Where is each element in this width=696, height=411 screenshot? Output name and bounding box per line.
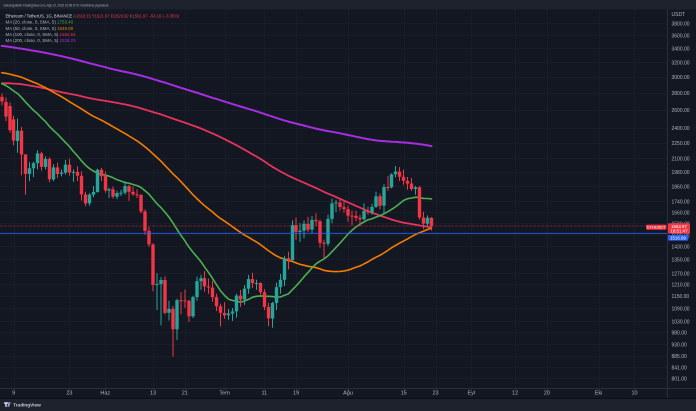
svg-text:23: 23 [432, 391, 438, 397]
svg-text:11: 11 [262, 391, 268, 397]
svg-text:TradingView: TradingView [13, 403, 41, 408]
svg-text:19: 19 [293, 391, 299, 397]
svg-text:2100.00: 2100.00 [672, 157, 690, 163]
svg-text:1563.97: 1563.97 [671, 224, 687, 229]
svg-text:serkangultekin TradingView.com: serkangultekin TradingView.com, Ağu 22, … [4, 4, 109, 8]
svg-text:USDT: USDT [672, 12, 686, 18]
svg-text:2250.00: 2250.00 [672, 141, 690, 147]
svg-text:1350.00: 1350.00 [672, 258, 690, 264]
svg-text:20: 20 [544, 391, 550, 397]
svg-text:12: 12 [512, 391, 518, 397]
svg-text:15: 15 [401, 391, 407, 397]
svg-text:10: 10 [631, 391, 637, 397]
svg-text:MA (50, close, 0, SMA, 5) 1549: MA (50, close, 0, SMA, 5) 1549.09 [6, 26, 74, 31]
svg-text:Ağu: Ağu [343, 391, 353, 397]
svg-text:885.00: 885.00 [672, 354, 688, 360]
svg-text:1210.00: 1210.00 [672, 283, 690, 289]
svg-text:980.00: 980.00 [672, 331, 688, 337]
svg-text:MA (200, close, 0, SMA, 5) 222: MA (200, close, 0, SMA, 5) 2226.23 [6, 38, 77, 43]
svg-text:1430.00: 1430.00 [672, 244, 690, 250]
svg-text:1980.00: 1980.00 [672, 170, 690, 176]
svg-text:1516.99: 1516.99 [670, 236, 686, 241]
svg-text:801.00: 801.00 [672, 377, 688, 383]
svg-text:1030.00: 1030.00 [672, 319, 690, 325]
svg-text:2600.00: 2600.00 [672, 108, 690, 114]
svg-text:3400.00: 3400.00 [672, 47, 690, 53]
svg-text:Eki: Eki [595, 391, 603, 397]
svg-text:Tem: Tem [219, 391, 230, 397]
svg-text:1090.00: 1090.00 [672, 306, 690, 312]
svg-text:ETHUSDT: ETHUSDT [647, 225, 666, 230]
svg-text:Haz: Haz [100, 391, 110, 397]
svg-text:1150.00: 1150.00 [672, 294, 690, 300]
svg-text:2800.00: 2800.00 [672, 91, 690, 97]
svg-text:23: 23 [66, 391, 72, 397]
svg-text:930.00: 930.00 [672, 343, 688, 349]
svg-text:1860.00: 1860.00 [672, 184, 690, 190]
svg-text:MA (100, close, 0, SMA, 5) 155: MA (100, close, 0, SMA, 5) 1552.64 [6, 32, 77, 37]
svg-text:841.00: 841.00 [672, 366, 688, 372]
svg-text:3600.00: 3600.00 [672, 34, 690, 40]
svg-text:MA (20, close, 0, SMA, 5) 1753: MA (20, close, 0, SMA, 5) 1753.40 [6, 20, 74, 25]
svg-text:21: 21 [182, 391, 188, 397]
svg-text:Eyl: Eyl [467, 391, 475, 397]
svg-text:9: 9 [12, 391, 15, 397]
svg-text:3000.00: 3000.00 [672, 75, 690, 81]
svg-text:1270.00: 1270.00 [672, 272, 690, 278]
svg-text:1660.00: 1660.00 [672, 210, 690, 216]
svg-text:3200.00: 3200.00 [672, 61, 690, 67]
svg-text:Ethereum / TetherUS, 1G, BINAN: Ethereum / TetherUS, 1G, BINANCE A1618.1… [6, 14, 180, 19]
svg-text:1740.00: 1740.00 [672, 200, 690, 206]
svg-text:13: 13 [150, 391, 156, 397]
svg-text:2400.00: 2400.00 [672, 126, 690, 132]
svg-text:18:51:47: 18:51:47 [670, 228, 688, 233]
svg-text:3800.00: 3800.00 [672, 21, 690, 27]
